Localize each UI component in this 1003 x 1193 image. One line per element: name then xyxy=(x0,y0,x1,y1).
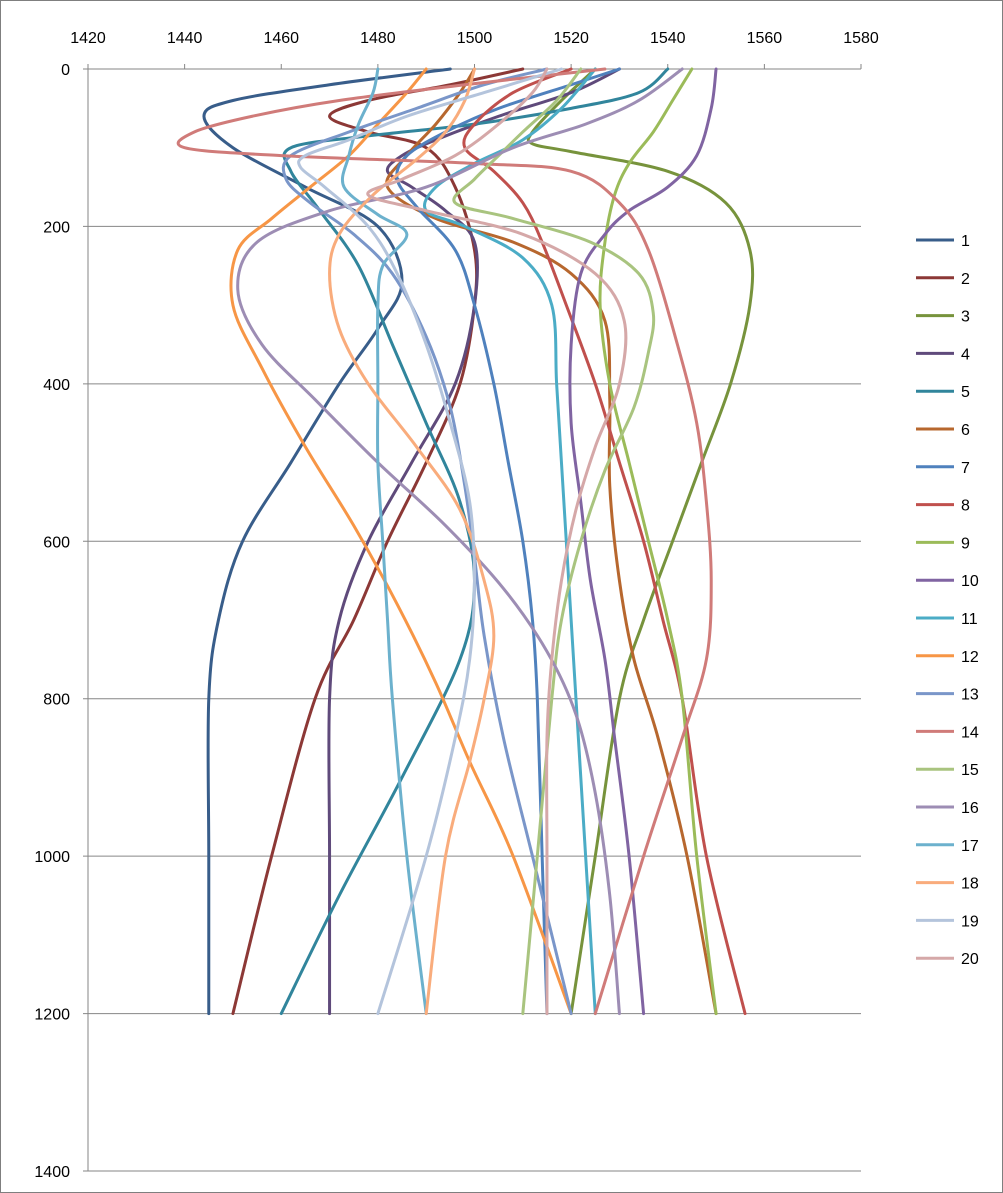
x-tick-label: 1540 xyxy=(650,30,686,47)
y-tick-label: 1400 xyxy=(34,1164,70,1181)
x-tick-label: 1580 xyxy=(843,30,879,47)
series-line-18 xyxy=(328,67,496,1016)
legend-label-8: 8 xyxy=(961,498,970,515)
legend-label-16: 16 xyxy=(961,800,979,817)
y-tick-label: 800 xyxy=(43,692,70,709)
gridlines xyxy=(83,68,861,1172)
legend-label-17: 17 xyxy=(961,838,979,855)
legend-label-13: 13 xyxy=(961,687,979,704)
y-tick-label: 600 xyxy=(43,534,70,551)
legend-label-15: 15 xyxy=(961,762,979,779)
legend-label-9: 9 xyxy=(961,535,970,552)
x-tick-label: 1420 xyxy=(70,30,106,47)
series-line-17 xyxy=(340,67,428,1016)
legend-label-18: 18 xyxy=(961,876,979,893)
series-line-15 xyxy=(452,67,656,1016)
x-tick-label: 1440 xyxy=(167,30,203,47)
legend-label-19: 19 xyxy=(961,913,979,930)
series-line-10 xyxy=(568,67,718,1016)
series-line-16 xyxy=(236,67,684,1016)
x-tick-label: 1460 xyxy=(263,30,299,47)
series-line-19 xyxy=(297,67,563,1016)
x-tick-label: 1480 xyxy=(360,30,396,47)
legend-label-14: 14 xyxy=(961,724,979,741)
y-tick-label: 400 xyxy=(43,377,70,394)
series-line-3 xyxy=(526,67,755,1016)
legend-label-4: 4 xyxy=(961,346,970,363)
legend-label-1: 1 xyxy=(961,233,970,250)
series-line-20 xyxy=(366,67,628,1016)
x-tick-label: 1520 xyxy=(553,30,589,47)
y-axis-ticks: 0 200 400 600 800 1000 1200 1400 xyxy=(34,62,70,1181)
legend-label-10: 10 xyxy=(961,573,979,590)
y-tick-label: 200 xyxy=(43,219,70,236)
x-tick-label: 1500 xyxy=(457,30,493,47)
series-line-14 xyxy=(176,67,713,1016)
legend-label-2: 2 xyxy=(961,271,970,288)
series-lines xyxy=(176,67,755,1016)
legend-label-11: 11 xyxy=(961,611,978,628)
y-tick-label: 0 xyxy=(61,62,70,79)
legend-label-6: 6 xyxy=(961,422,970,439)
legend-label-20: 20 xyxy=(961,951,979,968)
y-tick-label: 1000 xyxy=(34,849,70,866)
x-axis-ticks: 1420 1440 1460 1480 1500 1520 1540 1560 1580 xyxy=(70,30,879,69)
legend-label-12: 12 xyxy=(961,649,979,666)
legend-label-5: 5 xyxy=(961,384,970,401)
legend-label-3: 3 xyxy=(961,309,970,326)
series-line-11 xyxy=(423,67,597,1016)
series-line-7 xyxy=(395,67,621,1016)
y-tick-label: 1200 xyxy=(34,1007,70,1024)
legend-label-7: 7 xyxy=(961,460,970,477)
x-tick-label: 1560 xyxy=(747,30,783,47)
